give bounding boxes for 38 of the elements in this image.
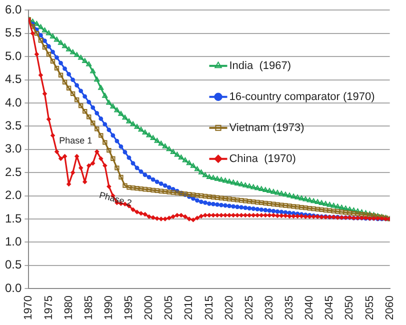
legend-label: Vietnam (1973) xyxy=(229,122,304,134)
x-tick-label: 1995 xyxy=(123,296,136,320)
annotation: Phase 2 xyxy=(98,190,133,208)
legend-label: 16-country comparator (1970) xyxy=(229,90,375,103)
y-tick-label: 4.5 xyxy=(4,72,22,86)
legend-label: India (1967) xyxy=(229,60,292,72)
x-tick-label: 2010 xyxy=(183,296,196,320)
y-tick-label: 0.5 xyxy=(4,258,22,272)
x-tick-label: 1985 xyxy=(82,296,95,320)
x-tick-label: 2040 xyxy=(304,296,316,320)
y-tick-label: 0.0 xyxy=(4,280,22,295)
y-tick-label: 1.0 xyxy=(4,234,22,248)
x-tick-label: 2000 xyxy=(143,296,156,320)
y-tick-label: 1.5 xyxy=(4,211,22,226)
x-tick-label: 1970 xyxy=(22,296,35,320)
x-tick-label: 2035 xyxy=(284,296,296,320)
y-tick-label: 4.0 xyxy=(4,95,22,110)
x-tick-label: 1980 xyxy=(62,296,75,320)
y-tick-label: 3.5 xyxy=(4,118,22,132)
x-tick-label: 1990 xyxy=(102,296,115,320)
x-tick-label: 1975 xyxy=(42,296,55,320)
y-tick-label: 5.5 xyxy=(4,26,22,40)
x-tick-label: 2020 xyxy=(223,296,236,320)
x-tick-label: 2060 xyxy=(384,296,396,320)
x-tick-label: 2025 xyxy=(243,296,256,320)
x-tick-label: 2045 xyxy=(324,296,336,320)
y-tick-label: 2.5 xyxy=(4,164,22,179)
x-tick-label: 2030 xyxy=(263,296,276,320)
x-tick-label: 2015 xyxy=(203,296,216,320)
x-tick-label: 2005 xyxy=(163,296,176,320)
y-tick-label: 2.0 xyxy=(4,188,22,202)
legend-label: China (1970) xyxy=(229,152,296,165)
x-tick-label: 2050 xyxy=(344,296,356,320)
annotation: Phase 1 xyxy=(59,136,92,146)
y-tick-label: 5.0 xyxy=(4,48,22,63)
y-tick-label: 3.0 xyxy=(4,142,22,156)
y-tick-label: 6.0 xyxy=(4,2,22,17)
x-tick-label: 2055 xyxy=(364,296,376,320)
